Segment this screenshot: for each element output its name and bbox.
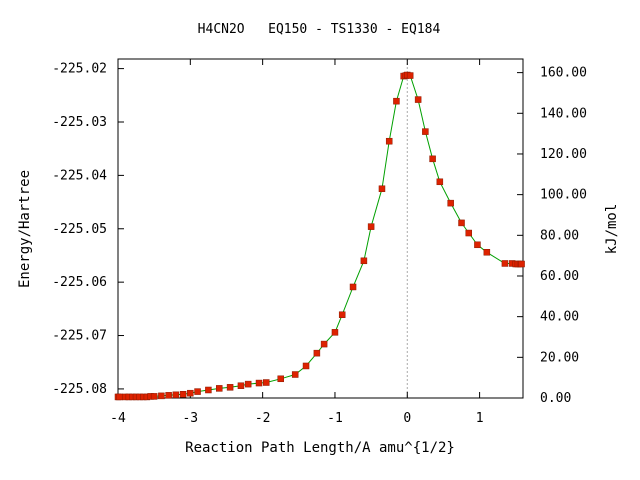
energy-profile-line [118,74,522,398]
data-point [150,393,158,400]
data-point [465,229,473,237]
data-point [237,382,245,389]
data-point [414,96,422,103]
y2-tick-label: 0.00 [540,391,571,406]
y-tick-label: -225.07 [52,329,107,344]
x-tick-label: -2 [255,411,271,426]
y-axis-label: Energy/Hartree [17,170,33,288]
data-point [338,311,346,318]
y2-axis-label: kJ/mol [604,204,620,255]
data-point [277,375,284,383]
plot-frame [117,58,524,399]
data-point [406,72,414,79]
data-point [179,391,187,398]
x-tick-label: -3 [182,411,198,426]
y-tick-label: -225.02 [52,62,107,77]
y-tick-label: -225.06 [52,275,107,290]
data-point [320,340,328,348]
y2-tick-label: 160.00 [540,66,587,81]
x-tick-label: 0 [403,411,411,426]
data-point [158,392,165,400]
data-point [331,329,339,336]
x-tick-label: -1 [327,411,343,426]
data-point [385,137,393,145]
y2-tick-label: 60.00 [540,269,579,284]
y-tick-label: -225.05 [52,222,107,237]
x-axis-label: Reaction Path Length/A amu^{1/2} [185,440,455,456]
data-point [501,260,509,267]
data-point [302,362,310,370]
data-point [436,178,444,186]
data-point [255,379,263,387]
data-point [194,388,201,395]
data-point [360,257,368,265]
y2-tick-label: 120.00 [540,147,587,162]
data-point [474,241,481,249]
data-point [483,249,491,256]
data-point [116,393,123,401]
data-point [205,386,212,394]
data-point [187,389,194,397]
data-point [447,199,454,207]
y2-tick-label: 40.00 [540,310,579,325]
data-point [349,283,357,291]
x-tick-label: -4 [110,411,126,426]
data-point [165,392,172,399]
y2-tick-label: 20.00 [540,350,579,365]
y-tick-label: -225.08 [52,382,107,397]
data-point [393,97,400,105]
chart-title: H4CN2O EQ150 - TS1330 - EQ184 [198,22,441,37]
data-point [226,384,234,391]
data-point [422,128,429,135]
data-point [378,185,386,192]
data-point [429,155,436,163]
y2-tick-label: 140.00 [540,106,587,121]
data-point [244,380,252,388]
data-point [291,371,299,378]
data-point [518,260,525,268]
data-point [216,385,223,392]
x-tick-label: 1 [476,411,484,426]
y2-tick-label: 80.00 [540,228,579,243]
y-tick-label: -225.04 [52,168,107,183]
y-tick-label: -225.03 [52,115,107,130]
data-point [172,391,180,399]
data-point [367,223,375,230]
data-point [263,379,270,386]
data-point [313,349,321,357]
y2-tick-label: 100.00 [540,188,587,203]
data-point [458,219,465,227]
